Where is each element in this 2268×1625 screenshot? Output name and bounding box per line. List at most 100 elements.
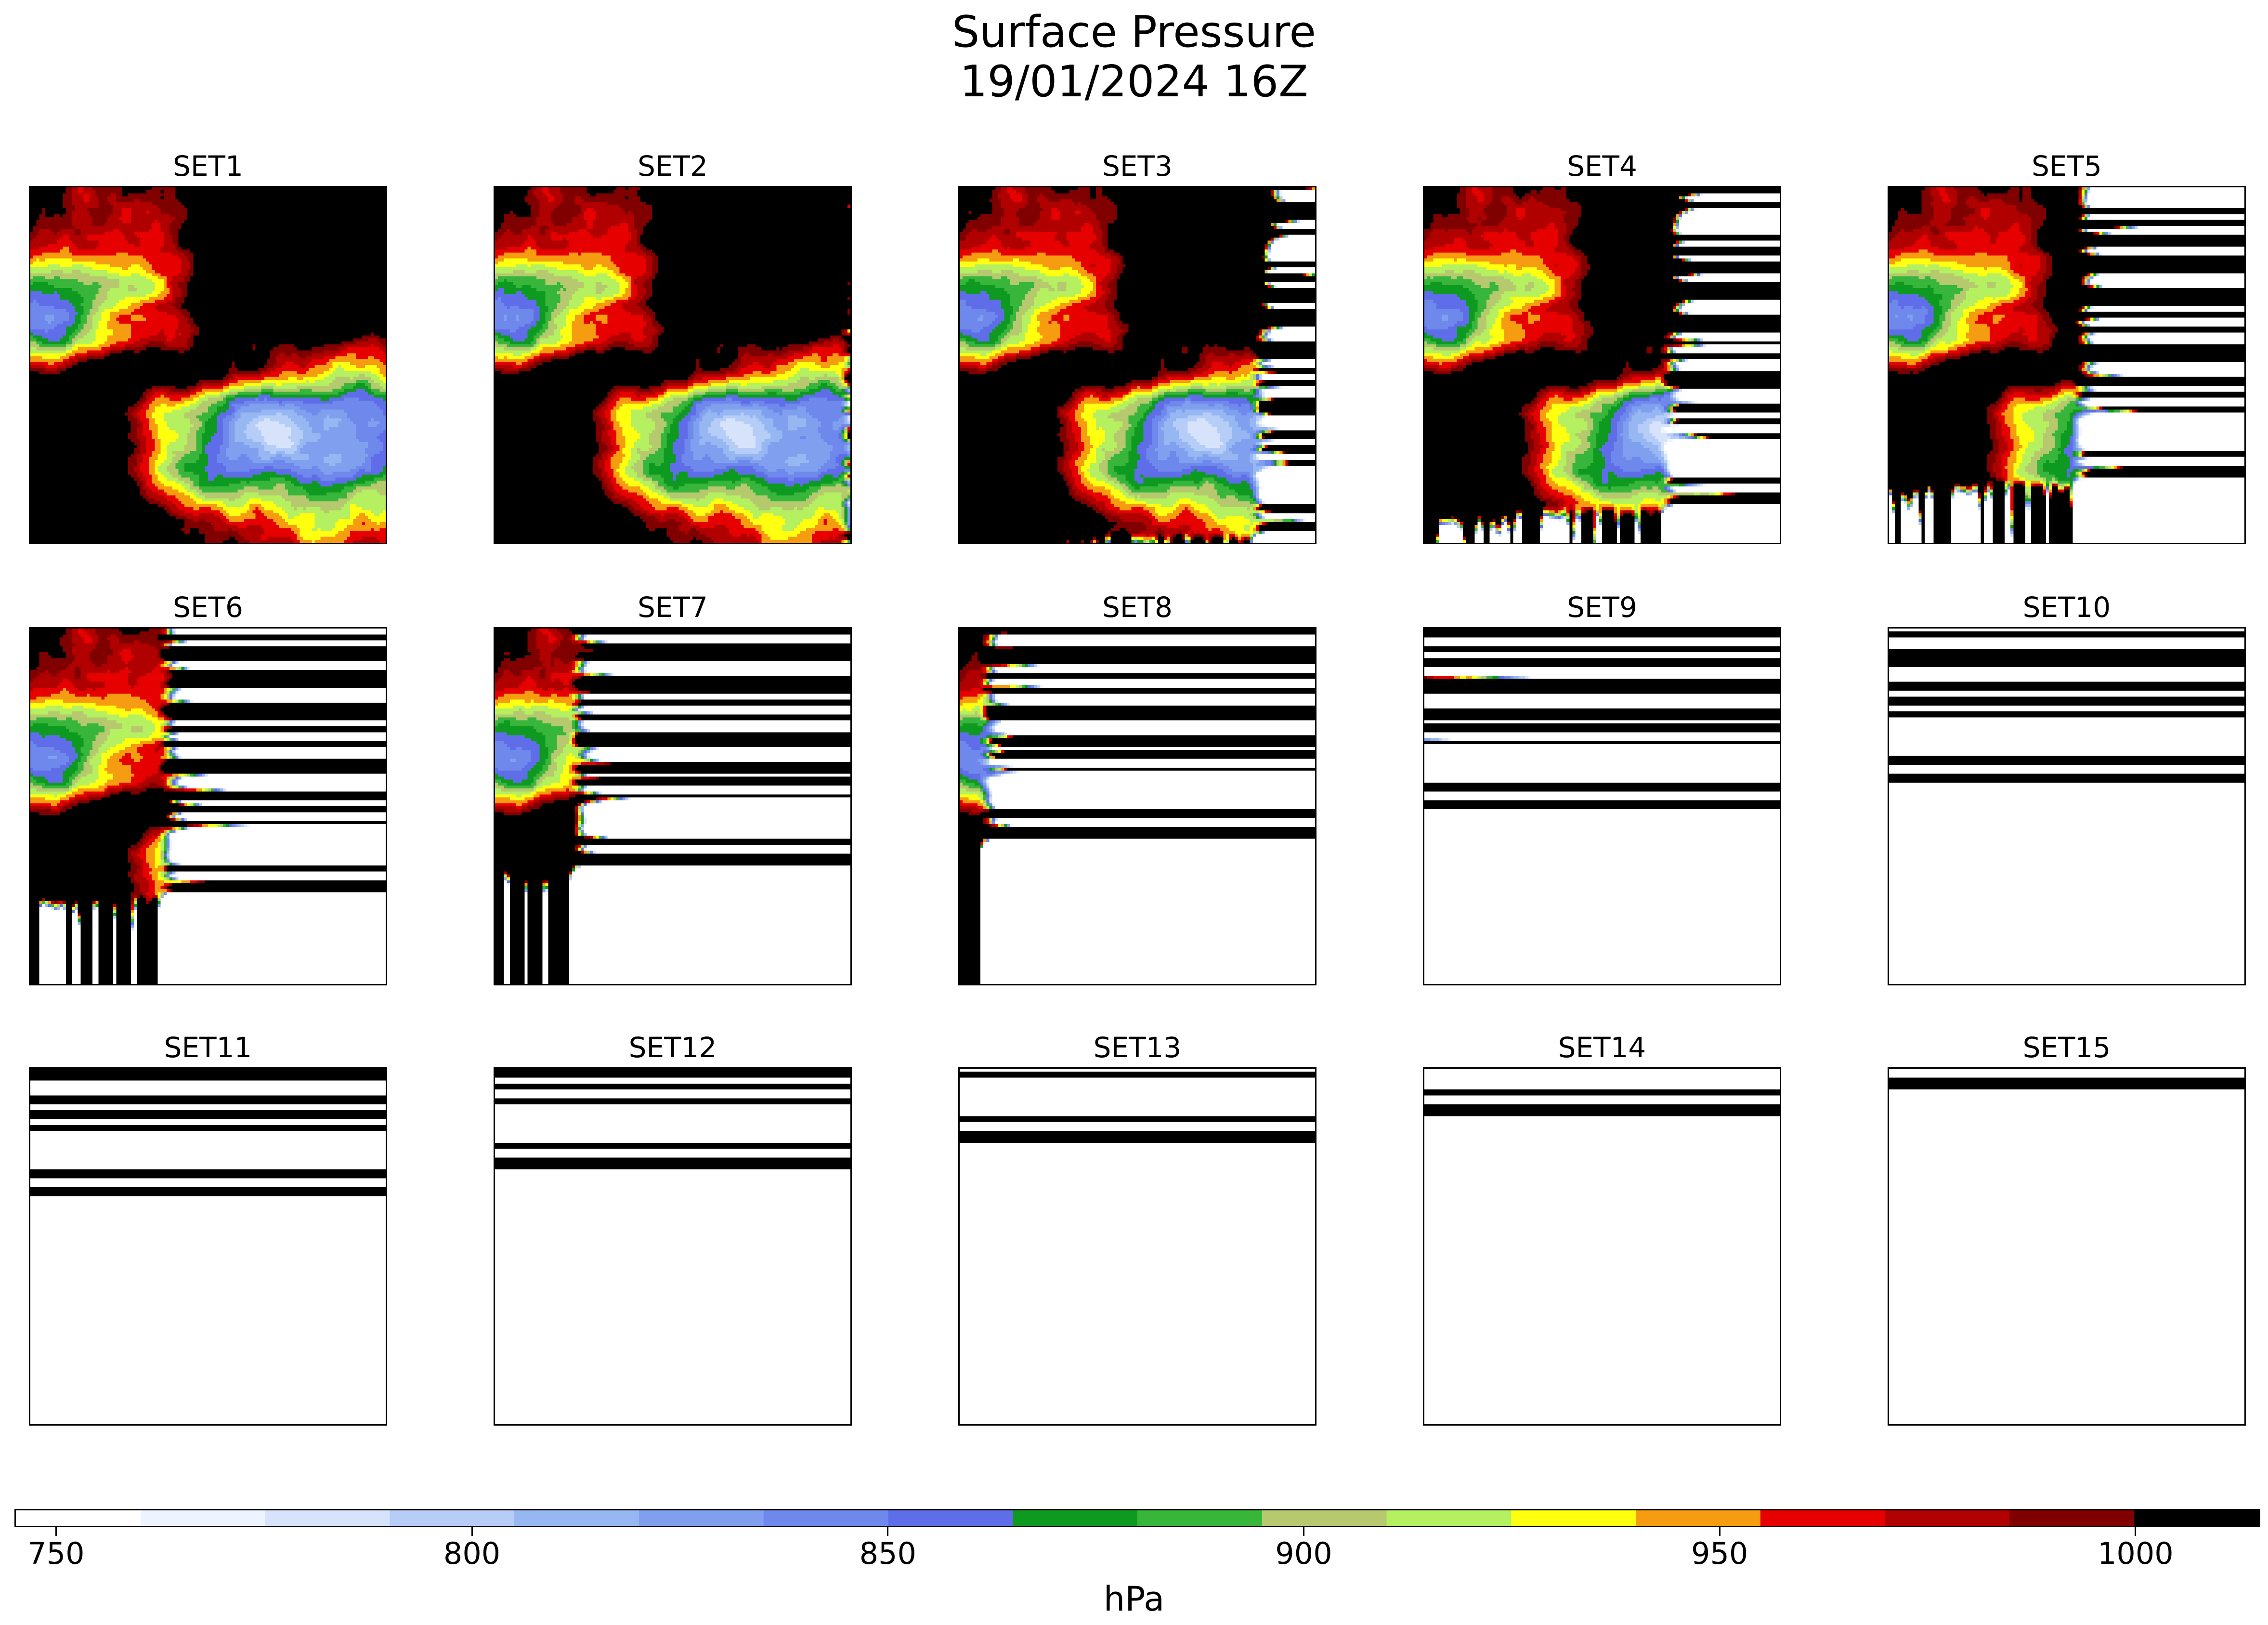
pressure-band	[45, 315, 380, 475]
pressure-band	[960, 670, 1031, 821]
panel-title-set14: SET14	[1558, 1031, 1646, 1064]
pressure-band	[495, 634, 611, 887]
colorbar-bins	[16, 1510, 2259, 1526]
pressure-band	[30, 300, 386, 481]
panel-title-set5: SET5	[2032, 150, 2102, 183]
pressure-band	[1498, 676, 1505, 679]
colorbar-bin-3	[390, 1510, 516, 1526]
pressure-field-set15	[1889, 1069, 2244, 1424]
colorbar-label: hPa	[1103, 1579, 1165, 1619]
pressure-band	[1424, 187, 1733, 540]
panel-title-set8: SET8	[1102, 591, 1173, 624]
pressure-field-set7	[495, 629, 850, 984]
pressure-band	[1889, 1069, 2244, 1424]
colorbar-bin-4	[514, 1510, 640, 1526]
pressure-band	[495, 276, 850, 543]
pressure-band	[495, 247, 850, 543]
pressure-band	[1492, 676, 1499, 679]
panel-title-set3: SET3	[1102, 150, 1173, 183]
pressure-band	[495, 640, 617, 878]
pressure-band	[1424, 193, 1709, 540]
pressure-band	[960, 640, 1010, 842]
pressure-band	[504, 315, 850, 525]
pressure-band	[495, 1069, 850, 1170]
pressure-band	[1427, 676, 1434, 679]
map-panel-set15	[1888, 1067, 2246, 1426]
pressure-band	[1889, 631, 2244, 783]
pressure-band	[1439, 193, 1780, 543]
panel-title-set10: SET10	[2022, 591, 2111, 624]
pressure-band	[1889, 187, 2135, 511]
pressure-band	[495, 629, 611, 883]
colorbar-tick-label: 950	[1691, 1536, 1748, 1571]
pressure-band	[255, 418, 294, 448]
pressure-band	[1424, 1089, 1780, 1116]
colorbar-tick-label: 1000	[2097, 1536, 2174, 1571]
pressure-field-set13	[960, 1069, 1315, 1424]
figure-subtitle: 19/01/2024 16Z	[960, 56, 1308, 107]
map-panel-set14	[1423, 1067, 1781, 1426]
map-panel-set2	[494, 186, 852, 544]
map-panel-set11	[29, 1067, 387, 1426]
colorbar-bin-15	[1885, 1510, 2011, 1526]
map-panel-set4	[1423, 186, 1781, 544]
pressure-band	[495, 664, 605, 890]
pressure-band	[30, 640, 208, 919]
pressure-band	[980, 634, 1315, 984]
pressure-band	[495, 288, 850, 528]
pressure-band	[495, 187, 850, 543]
pressure-band	[847, 400, 850, 404]
pressure-field-set10	[1889, 629, 2244, 984]
pressure-band	[699, 389, 850, 484]
colorbar-tick-label: 800	[443, 1536, 501, 1571]
pressure-field-set12	[495, 1069, 850, 1424]
pressure-band	[1889, 187, 2244, 543]
pressure-band	[1477, 676, 1481, 679]
pressure-field-set4	[1424, 187, 1780, 543]
pressure-band	[960, 187, 1283, 543]
pressure-band	[1442, 199, 1703, 534]
pressure-band	[1454, 676, 1472, 679]
pressure-band	[30, 247, 386, 543]
map-panel-set7	[494, 627, 852, 985]
pressure-band	[960, 187, 1309, 543]
colorbar-bin-9	[1137, 1510, 1264, 1526]
colorbar-bin-11	[1386, 1510, 1512, 1526]
panel-title-set12: SET12	[628, 1031, 717, 1064]
pressure-band	[1424, 1069, 1780, 1424]
pressure-field-set1	[30, 187, 386, 543]
pressure-band	[1173, 196, 1303, 522]
pressure-band	[1486, 676, 1493, 679]
colorbar-tick-label: 750	[27, 1536, 85, 1571]
pressure-band	[39, 629, 386, 984]
colorbar-bin-1	[140, 1510, 266, 1526]
colorbar-bin-17	[2134, 1510, 2259, 1526]
pressure-field-set3	[960, 187, 1315, 543]
pressure-field-set14	[1424, 1069, 1780, 1424]
colorbar-tick-label: 850	[859, 1536, 916, 1571]
pressure-band	[1889, 202, 2129, 508]
pressure-band	[1424, 676, 1428, 679]
pressure-band	[960, 190, 1312, 543]
pressure-band	[1889, 187, 2244, 543]
map-panel-set6	[29, 627, 387, 985]
pressure-band	[1460, 676, 1478, 679]
pressure-band	[495, 270, 850, 528]
pressure-band	[495, 297, 850, 505]
colorbar-bin-0	[16, 1510, 142, 1526]
pressure-band	[30, 629, 202, 910]
colorbar	[14, 1509, 2260, 1527]
pressure-band	[1424, 629, 1780, 810]
panel-title-set15: SET15	[2022, 1031, 2111, 1064]
panel-title-set11: SET11	[164, 1031, 252, 1064]
panel-title-set1: SET1	[173, 150, 243, 183]
pressure-band	[1889, 187, 2132, 516]
pressure-band	[30, 661, 217, 916]
pressure-band	[1424, 187, 1735, 522]
pressure-field-set11	[30, 1069, 386, 1424]
colorbar-tick-mark	[55, 1527, 57, 1536]
map-panel-set8	[958, 627, 1316, 985]
panel-title-set7: SET7	[638, 591, 708, 624]
map-panel-set13	[958, 1067, 1316, 1426]
pressure-band	[960, 187, 1315, 543]
